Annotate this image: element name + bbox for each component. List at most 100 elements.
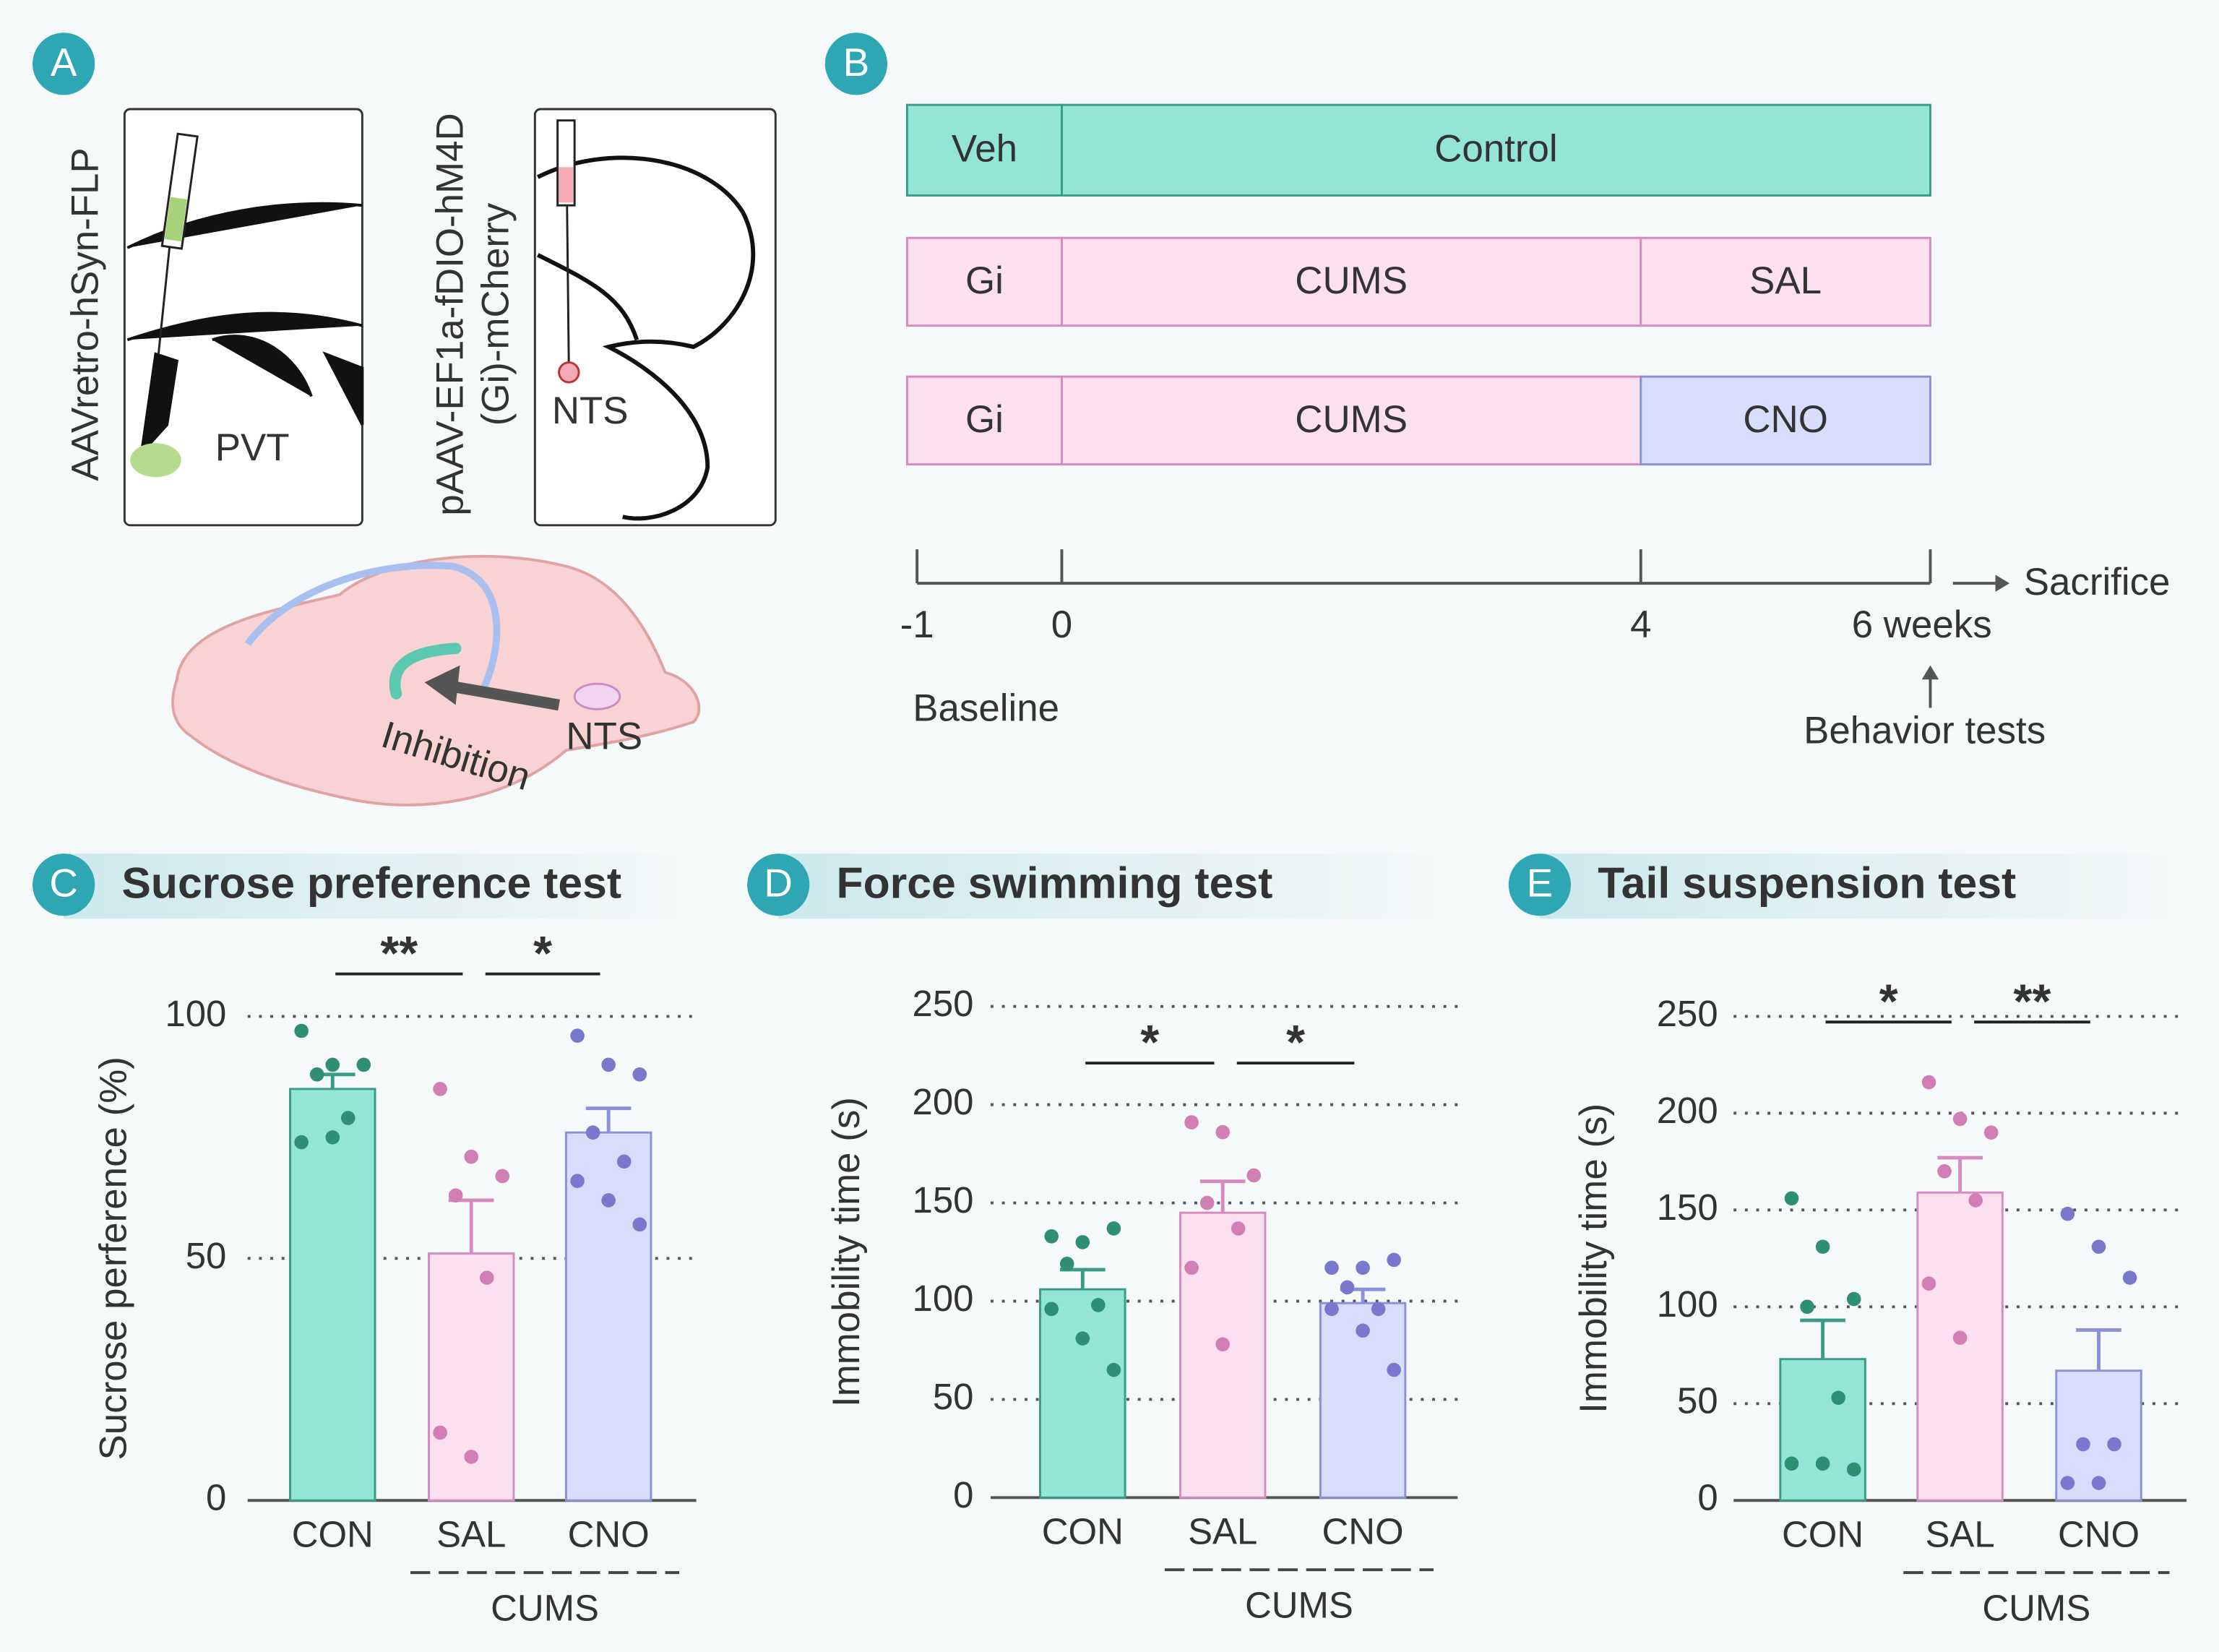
- timeline-block: [905, 375, 1063, 466]
- block-label: SAL: [1749, 259, 1822, 302]
- data-point: [1215, 1124, 1230, 1140]
- data-point: [632, 1217, 647, 1232]
- panel-badge: [747, 853, 810, 916]
- data-point: [570, 1174, 585, 1188]
- data-point: [585, 1125, 600, 1140]
- y-tick-label: 50: [186, 1235, 227, 1276]
- data-point: [2076, 1437, 2090, 1452]
- block-label: Control: [1434, 128, 1557, 171]
- data-point: [1044, 1229, 1059, 1244]
- data-point: [1246, 1168, 1262, 1183]
- block-label: Gi: [965, 398, 1004, 441]
- data-point: [1846, 1462, 1861, 1477]
- chart-title: Force swimming test: [837, 858, 1273, 907]
- timeline-label: Sacrifice: [2024, 561, 2171, 603]
- y-tick-label: 100: [1657, 1283, 1718, 1325]
- block-label: CNO: [1743, 398, 1828, 441]
- y-tick-label: 250: [1657, 993, 1718, 1034]
- panel-badge: [33, 33, 95, 95]
- panel-label: A: [51, 40, 77, 85]
- data-point: [1800, 1299, 1814, 1315]
- bar: [289, 1088, 376, 1502]
- block-label: Gi: [965, 259, 1004, 302]
- bar: [1039, 1288, 1126, 1499]
- data-point: [433, 1425, 447, 1440]
- data-point: [294, 1023, 309, 1038]
- data-point: [2091, 1476, 2106, 1490]
- data-point: [1983, 1125, 1999, 1140]
- data-point: [1387, 1362, 1401, 1377]
- block-label: Veh: [952, 128, 1017, 171]
- x-tick-label: CNO: [2058, 1514, 2140, 1555]
- timeline-block: [1640, 236, 1931, 327]
- data-point: [325, 1057, 340, 1072]
- brain-sections: [123, 108, 777, 527]
- y-tick-label: 0: [953, 1474, 973, 1515]
- error-bar: [1059, 1268, 1106, 1290]
- data-point: [2122, 1270, 2137, 1285]
- data-point: [1184, 1260, 1199, 1275]
- data-point: [2060, 1476, 2075, 1490]
- data-point: [1815, 1239, 1830, 1255]
- data-point: [448, 1188, 463, 1203]
- y-tick-label: 250: [913, 983, 974, 1024]
- x-tick-label: SAL: [1925, 1514, 1994, 1555]
- y-tick-label: 200: [1657, 1090, 1718, 1131]
- y-tick-label: 50: [1677, 1380, 1718, 1421]
- panel-label: C: [49, 861, 78, 905]
- y-axis-label: Immobility time (s): [825, 1097, 868, 1407]
- header-band: [778, 853, 1486, 919]
- data-point: [433, 1082, 447, 1096]
- y-tick-label: 150: [1657, 1187, 1718, 1228]
- data-point: [1968, 1193, 1983, 1208]
- y-tick-label: 50: [933, 1376, 974, 1417]
- y-axis-label: Sucrose perference (%): [92, 1057, 135, 1460]
- significance-label: *: [533, 927, 552, 981]
- data-point: [1952, 1330, 1968, 1345]
- data-point: [341, 1111, 356, 1125]
- data-point: [1091, 1298, 1106, 1312]
- data-point: [1075, 1235, 1090, 1249]
- group-label: CUMS: [491, 1587, 599, 1628]
- timeline-block: [1061, 236, 1642, 327]
- y-tick-label: 150: [913, 1179, 974, 1221]
- error-bar: [1199, 1179, 1246, 1213]
- region-label: NTS: [566, 715, 642, 758]
- x-tick-label: CON: [1782, 1514, 1863, 1555]
- data-point: [616, 1154, 632, 1169]
- y-tick-label: 0: [206, 1477, 226, 1518]
- bar: [1779, 1358, 1866, 1502]
- x-tick-label: SAL: [1188, 1511, 1257, 1552]
- virus-label: (Gi)-mCherry: [474, 202, 517, 426]
- data-point: [2091, 1239, 2106, 1255]
- data-point: [294, 1135, 309, 1150]
- bar: [1179, 1211, 1267, 1499]
- panel-badge: [1508, 853, 1571, 916]
- significance-label: *: [1879, 975, 1898, 1028]
- data-point: [1075, 1331, 1090, 1346]
- data-point: [1324, 1302, 1339, 1317]
- data-point: [1831, 1390, 1845, 1406]
- data-point: [1340, 1280, 1355, 1295]
- data-point: [309, 1067, 324, 1082]
- timeline-block: [1640, 375, 1931, 466]
- data-point: [464, 1450, 478, 1464]
- timeline-tick-label: -1: [900, 603, 934, 646]
- panel-label: D: [764, 861, 793, 905]
- data-point: [325, 1130, 340, 1145]
- header-band: [1539, 853, 2219, 919]
- error-bar: [2076, 1328, 2121, 1371]
- timeline-label: Behavior tests: [1804, 710, 2046, 752]
- block-label: CUMS: [1295, 398, 1408, 441]
- y-tick-label: 100: [913, 1278, 974, 1319]
- data-point: [1371, 1302, 1386, 1317]
- arrow-head: [1921, 665, 1939, 680]
- x-tick-label: CON: [1042, 1511, 1124, 1552]
- data-point: [479, 1270, 494, 1285]
- error-bar: [448, 1198, 494, 1254]
- y-axis-label: Immobility time (s): [1572, 1104, 1615, 1414]
- arrow-head: [1995, 575, 2010, 592]
- panel-badge: [824, 33, 888, 95]
- data-point: [1952, 1111, 1968, 1127]
